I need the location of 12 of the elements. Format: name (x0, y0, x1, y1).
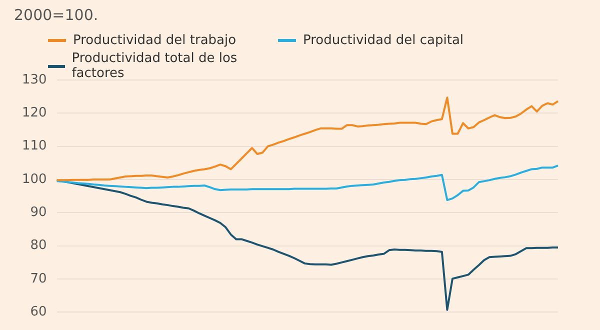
y-tick-label: 100 (22, 172, 47, 187)
y-tick-label: 120 (22, 106, 47, 121)
y-tick-label: 110 (22, 138, 47, 154)
y-tick-label: 90 (30, 205, 47, 220)
legend-label: Productividad del trabajo (73, 33, 236, 48)
legend-label: Productividad total de los factores (72, 51, 238, 81)
y-tick-label: 60 (30, 304, 47, 320)
chart-title: 2000=100. (14, 6, 98, 24)
y-tick-label: 70 (30, 271, 47, 286)
legend-label: Productividad del capital (303, 33, 464, 48)
y-tick-label: 80 (30, 238, 47, 254)
y-tick-label: 130 (22, 72, 47, 88)
